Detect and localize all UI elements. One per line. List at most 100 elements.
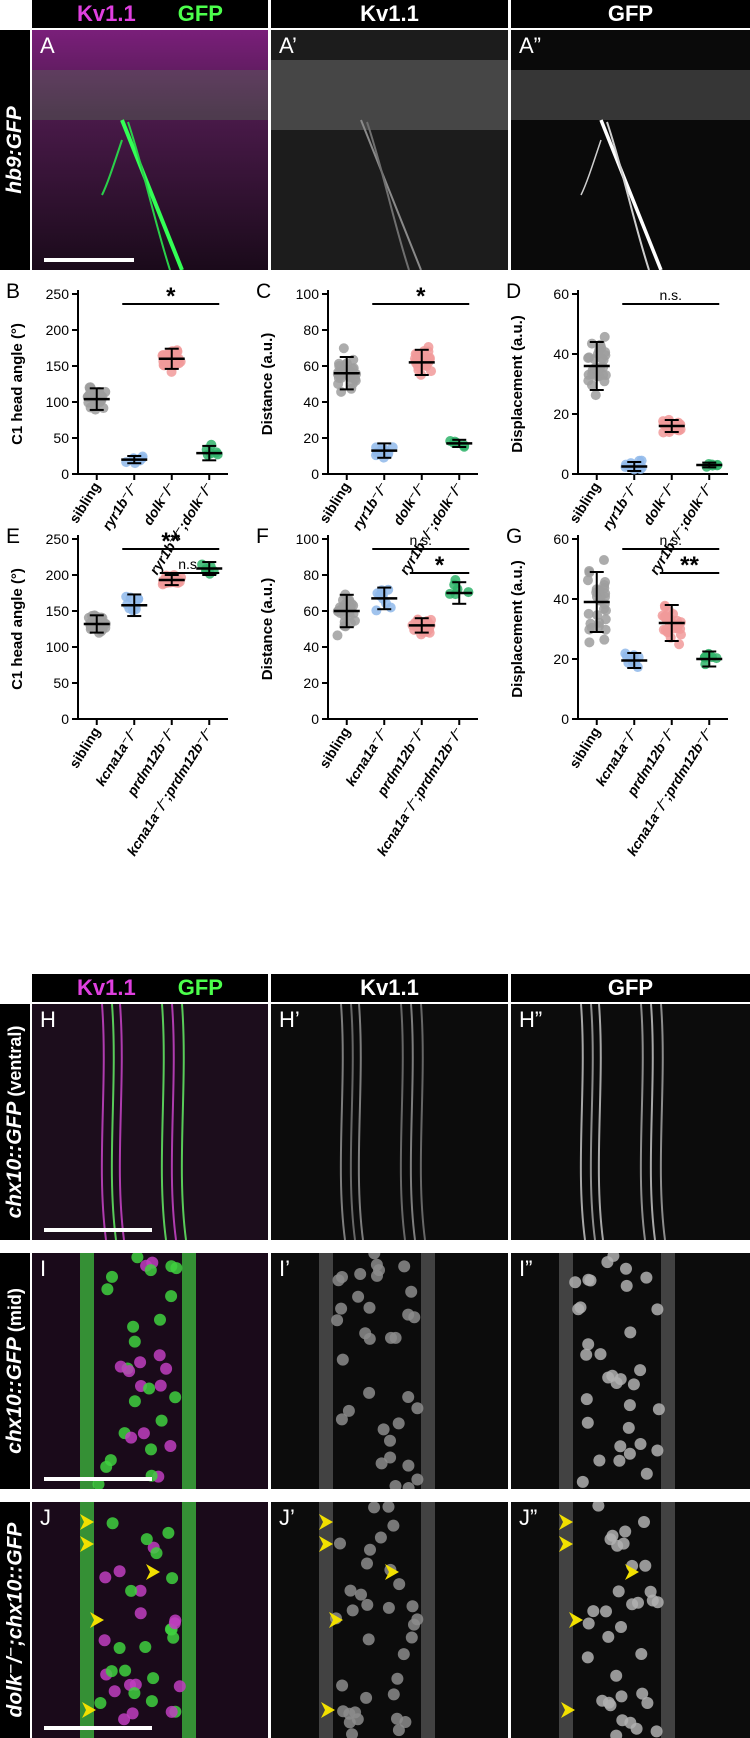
micrograph-image <box>271 1253 508 1489</box>
y-tick-label: 20 <box>303 675 319 691</box>
scale-bar <box>44 1228 152 1232</box>
x-tick-label: dolk⁻/⁻ <box>390 479 429 528</box>
genotype-label: chx10::GFP <box>3 1337 26 1454</box>
data-point <box>582 575 593 586</box>
y-tick-label: 60 <box>553 531 569 547</box>
data-point <box>600 576 611 587</box>
x-tick-label: sibling <box>566 479 603 526</box>
y-tick-label: 150 <box>46 603 70 619</box>
data-point <box>583 353 594 364</box>
chart-B: B C1 head angle (°) 0 50 100 150 200 250 sibling… <box>6 280 228 577</box>
panel-label-J’: J’ <box>279 1505 295 1530</box>
panel-label-B: B <box>6 280 20 303</box>
micrograph-J”: J” <box>511 1502 750 1738</box>
y-tick-label: 0 <box>61 711 69 727</box>
y-tick-label: 20 <box>553 406 569 422</box>
side-label-hb9: hb9:GFP <box>0 30 30 270</box>
y-tick-label: 50 <box>53 675 69 691</box>
significance-label: ** <box>161 528 180 555</box>
data-point <box>590 390 601 401</box>
micrograph-image <box>271 1004 508 1240</box>
panel-label-A-double-prime: A” <box>519 33 541 58</box>
y-axis-label: Displacement (a.u.) <box>509 315 526 453</box>
micrograph-image <box>511 1502 750 1738</box>
micrograph-image <box>32 1253 268 1489</box>
header-gfp-label: GFP <box>177 975 223 1000</box>
data-point <box>598 603 609 614</box>
micrograph-A: A <box>32 30 268 270</box>
data-point <box>584 637 595 648</box>
significance-label: * <box>416 283 426 310</box>
micrograph-A-double-prime-image <box>511 30 750 270</box>
y-tick-label: 0 <box>561 466 569 482</box>
micrograph-I: I <box>32 1253 268 1489</box>
x-tick-label: dolk⁻/⁻ <box>140 479 179 528</box>
y-tick-label: 20 <box>553 651 569 667</box>
side-label-text: hb9:GFP <box>3 106 26 194</box>
y-tick-label: 60 <box>303 603 319 619</box>
data-point <box>598 555 609 566</box>
data-point <box>600 624 611 635</box>
panel-label-A-prime: A’ <box>279 33 297 58</box>
panel-label-J”: J” <box>519 1505 538 1530</box>
data-point <box>372 588 383 599</box>
micrograph-image <box>271 1502 508 1738</box>
panel-label-H”: H” <box>519 1007 543 1032</box>
micrograph-J’: J’ <box>271 1502 508 1738</box>
micrograph-image <box>511 1004 750 1240</box>
data-point <box>658 624 669 635</box>
micrograph-I”: I” <box>511 1253 750 1489</box>
side-label-text: chx10::GFP (mid) <box>3 1288 27 1454</box>
y-tick-label: 100 <box>296 531 320 547</box>
x-tick-label: sibling <box>566 724 603 771</box>
micrograph-J: J <box>32 1502 268 1738</box>
micrograph-image <box>511 1253 750 1489</box>
header-kv11-label: Kv1.1 <box>360 975 419 1000</box>
y-tick-label: 40 <box>553 346 569 362</box>
x-tick-label: ryr1b⁻/⁻ <box>349 479 391 533</box>
y-axis-label: C1 head angle (°) <box>9 323 26 445</box>
header-gfp-label: GFP <box>177 1 223 26</box>
data-point <box>202 449 213 460</box>
genotype-label: dolk⁻/⁻;chx10::GFP <box>3 1522 27 1718</box>
y-tick-label: 100 <box>46 639 70 655</box>
significance-label: * <box>166 283 176 310</box>
plane-label: (mid) <box>5 1288 25 1338</box>
x-tick-label: sibling <box>66 724 103 771</box>
x-tick-label: sibling <box>316 724 353 771</box>
micrograph-H: H <box>32 1004 268 1240</box>
data-point <box>584 624 595 635</box>
y-tick-label: 40 <box>303 394 319 410</box>
panel-label-F: F <box>256 525 269 548</box>
chart-C: C Distance (a.u.) 0 20 40 60 80 100 siblingryr1b… <box>256 280 478 577</box>
y-axis-label: Distance (a.u.) <box>259 333 276 436</box>
header-kv11-label: Kv1.1 <box>77 1 136 26</box>
significance-label: n.s. <box>659 287 682 303</box>
data-point <box>162 348 173 359</box>
y-tick-label: 0 <box>311 466 319 482</box>
scale-bar <box>44 1477 152 1481</box>
data-point <box>584 565 595 576</box>
significance-label: n.s. <box>178 556 201 572</box>
data-point <box>133 593 144 604</box>
micrograph-image <box>32 1502 268 1738</box>
panel-label-D: D <box>506 280 521 303</box>
side-label-row-1: chx10::GFP (ventral) <box>0 1004 30 1240</box>
y-tick-label: 60 <box>303 358 319 374</box>
y-tick-label: 80 <box>303 567 319 583</box>
micrograph-A-prime-image <box>271 30 508 270</box>
header-merge-bottom: Kv1.1 GFP <box>32 974 268 1002</box>
data-point <box>600 370 611 381</box>
significance-label: ** <box>680 552 699 579</box>
y-tick-label: 150 <box>46 358 70 374</box>
genotype-label: chx10::GFP <box>3 1101 26 1219</box>
panel-label-I: I <box>40 1256 47 1281</box>
significance-label: n.s. <box>659 532 682 548</box>
y-tick-label: 60 <box>553 286 569 302</box>
y-axis-label: Displacement (a.u.) <box>509 560 526 698</box>
y-tick-label: 250 <box>46 531 70 547</box>
y-axis-label: C1 head angle (°) <box>9 568 26 690</box>
plane-label: (ventral) <box>5 1025 25 1102</box>
micrograph-A-prime: A’ <box>271 30 508 270</box>
